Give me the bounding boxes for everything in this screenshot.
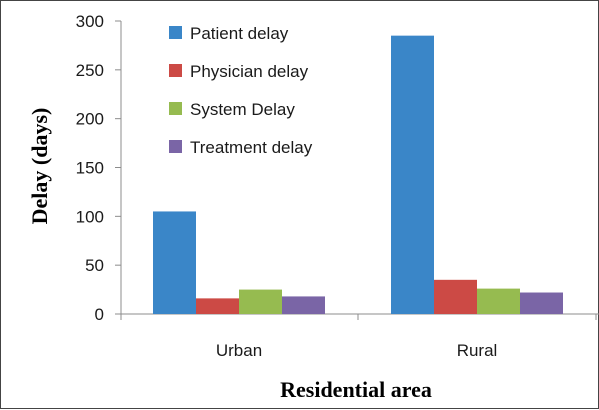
y-tick-label: 50 [85,256,104,275]
y-tick-label: 200 [76,110,104,129]
bar-physician-delay-rural [434,279,477,314]
legend-label: Treatment delay [190,138,313,157]
y-tick-label: 250 [76,61,104,80]
y-axis-title: Delay (days) [27,108,52,225]
bar-treatment-delay-rural [520,292,563,314]
bar-treatment-delay-urban [282,296,325,314]
legend-swatch [169,140,182,153]
bar-system-delay-urban [239,289,282,314]
legend-swatch [169,64,182,77]
legend-label: System Delay [190,100,295,119]
legend: Patient delay Physician delay System Delay… [169,24,313,157]
legend-label: Patient delay [190,24,289,43]
y-tick-label: 300 [76,12,104,31]
x-axis-category-labels: Urban Rural [216,341,497,360]
legend-swatch [169,26,182,39]
y-tick-label: 100 [76,207,104,226]
y-tick-label: 0 [95,305,104,324]
x-axis-title: Residential area [280,377,432,402]
y-axis-ticks: 0 50 100 150 200 250 300 [76,12,121,324]
legend-swatch [169,102,182,115]
x-category-label: Urban [216,341,262,360]
bar-patient-delay-rural [391,35,434,315]
bar-system-delay-rural [477,288,520,314]
x-category-label: Rural [457,341,498,360]
bars [153,35,563,315]
bar-patient-delay-urban [153,211,196,314]
y-tick-label: 150 [76,159,104,178]
bar-physician-delay-urban [196,298,239,314]
legend-label: Physician delay [190,62,309,81]
